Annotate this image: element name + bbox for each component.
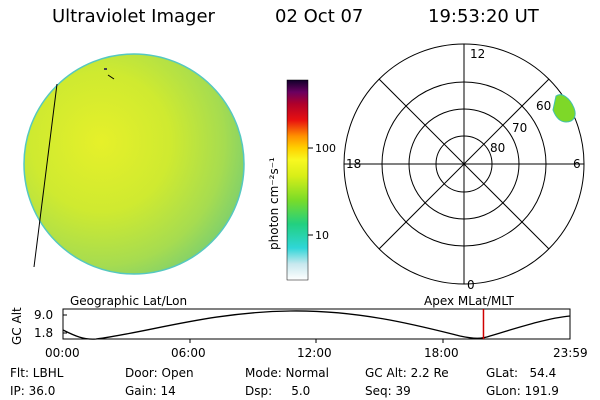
xtick-1800: 18:00 (424, 346, 459, 360)
altitude-curve (62, 310, 571, 340)
altitude-plot-labels: Geographic Lat/Lon Apex MLat/MLT GC Alt … (10, 294, 588, 360)
info-door: Door: Open (125, 366, 194, 380)
colorbar-tick-100: 100 (315, 142, 336, 155)
polar-plot (343, 43, 585, 285)
date-label: 02 Oct 07 (275, 6, 364, 27)
info-seq: Seq: 39 (365, 384, 411, 398)
mlt-label-12: 12 (470, 47, 485, 61)
xtick-0600: 06:00 (171, 346, 206, 360)
polar-labels: 12 18 6 0 60 70 80 (346, 47, 581, 292)
terminator-line (33, 83, 58, 268)
aurora-region (552, 94, 576, 123)
info-ip: IP: 36.0 (10, 384, 56, 398)
app-title: Ultraviolet Imager (52, 6, 215, 27)
lat-label-70: 70 (512, 121, 527, 135)
xtick-0000: 00:00 (45, 346, 80, 360)
info-flt: Flt: LBHL (10, 366, 64, 380)
info-dsp: Dsp: 5.0 (245, 384, 311, 398)
lat-label-60: 60 (536, 99, 551, 113)
time-label: 19:53:20 UT (428, 6, 539, 27)
ytick-1-8: 1.8 (34, 326, 53, 340)
mlt-label-18: 18 (346, 157, 361, 171)
geo-title: Geographic Lat/Lon (70, 294, 187, 308)
xtick-2359: 23:59 (553, 346, 588, 360)
ytick-9: 9.0 (34, 308, 53, 322)
uv-earth-image (23, 53, 245, 275)
alt-ylabel: GC Alt (10, 307, 24, 345)
lat-label-80: 80 (490, 141, 505, 155)
apex-title: Apex MLat/MLT (424, 294, 514, 308)
info-gc-alt: GC Alt: 2.2 Re (365, 366, 449, 380)
info-gain: Gain: 14 (125, 384, 176, 398)
info-glon: GLon: 191.9 (486, 384, 559, 398)
colorbar-tick-10: 10 (315, 229, 329, 242)
info-mode: Mode: Normal (245, 366, 329, 380)
mlt-label-6: 6 (573, 157, 581, 171)
mlt-label-0: 0 (467, 278, 475, 292)
colorbar: 100 10 photon cm⁻²s⁻¹ (267, 79, 336, 281)
info-glat: GLat: 54.4 (486, 366, 557, 380)
xtick-1200: 12:00 (297, 346, 332, 360)
colorbar-unit-label: photon cm⁻²s⁻¹ (267, 157, 281, 250)
altitude-plot (62, 308, 571, 343)
